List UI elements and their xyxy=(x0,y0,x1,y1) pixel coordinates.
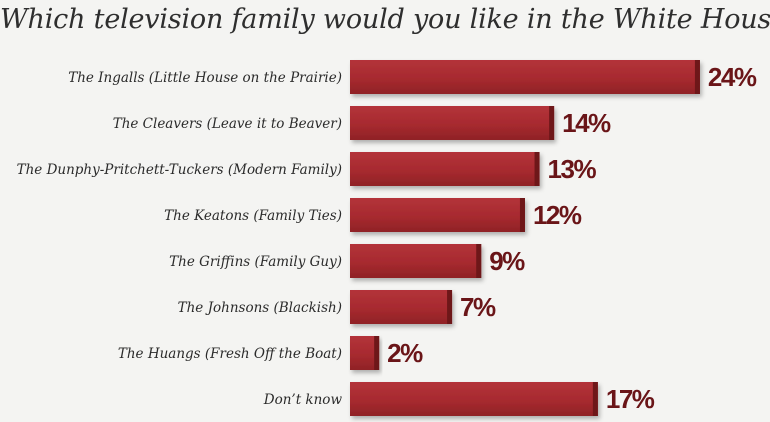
bar-end-cap xyxy=(549,106,555,140)
value-label: 12% xyxy=(533,200,582,230)
category-label: The Huangs (Fresh Off the Boat) xyxy=(118,346,342,362)
bar-row: The Keatons (Family Ties) 12% xyxy=(164,198,583,232)
chart-title: Which television family would you like i… xyxy=(0,4,770,35)
bar xyxy=(350,198,525,232)
bar-end-cap xyxy=(592,382,598,416)
bar-row: The Johnsons (Blackish) 7% xyxy=(178,290,498,324)
bar xyxy=(350,60,700,94)
bar xyxy=(350,382,598,416)
bar-row: The Griffins (Family Guy) 9% xyxy=(169,244,527,278)
bar-row: The Huangs (Fresh Off the Boat) 2% xyxy=(118,336,425,370)
category-label: The Dunphy-Pritchett-Tuckers (Modern Fam… xyxy=(17,162,342,178)
category-label: Don’t know xyxy=(263,392,343,408)
value-label: 7% xyxy=(460,292,496,322)
bar xyxy=(350,244,482,278)
bar-row: The Cleavers (Leave it to Beaver) 14% xyxy=(113,106,613,140)
bar xyxy=(350,152,540,186)
bar-row: Don’t know 17% xyxy=(263,382,656,416)
bar-end-cap xyxy=(476,244,482,278)
bar-row: The Ingalls (Little House on the Prairie… xyxy=(68,60,758,94)
bar-end-cap xyxy=(694,60,700,94)
category-label: The Griffins (Family Guy) xyxy=(169,254,342,270)
value-label: 24% xyxy=(708,62,757,92)
value-label: 17% xyxy=(606,384,655,414)
bar-end-cap xyxy=(374,336,380,370)
bar-row: The Dunphy-Pritchett-Tuckers (Modern Fam… xyxy=(17,152,598,186)
category-label: The Keatons (Family Ties) xyxy=(164,208,342,224)
value-label: 13% xyxy=(548,154,597,184)
bar-end-cap xyxy=(447,290,453,324)
bar xyxy=(350,290,453,324)
bar xyxy=(350,106,555,140)
bar-end-cap xyxy=(519,198,525,232)
category-label: The Cleavers (Leave it to Beaver) xyxy=(113,116,342,132)
value-label: 2% xyxy=(387,338,423,368)
category-label: The Johnsons (Blackish) xyxy=(178,300,342,316)
bars-layer: The Ingalls (Little House on the Prairie… xyxy=(17,60,758,416)
value-label: 14% xyxy=(562,108,611,138)
value-label: 9% xyxy=(489,246,525,276)
category-label: The Ingalls (Little House on the Prairie… xyxy=(68,70,342,86)
bar-end-cap xyxy=(534,152,540,186)
